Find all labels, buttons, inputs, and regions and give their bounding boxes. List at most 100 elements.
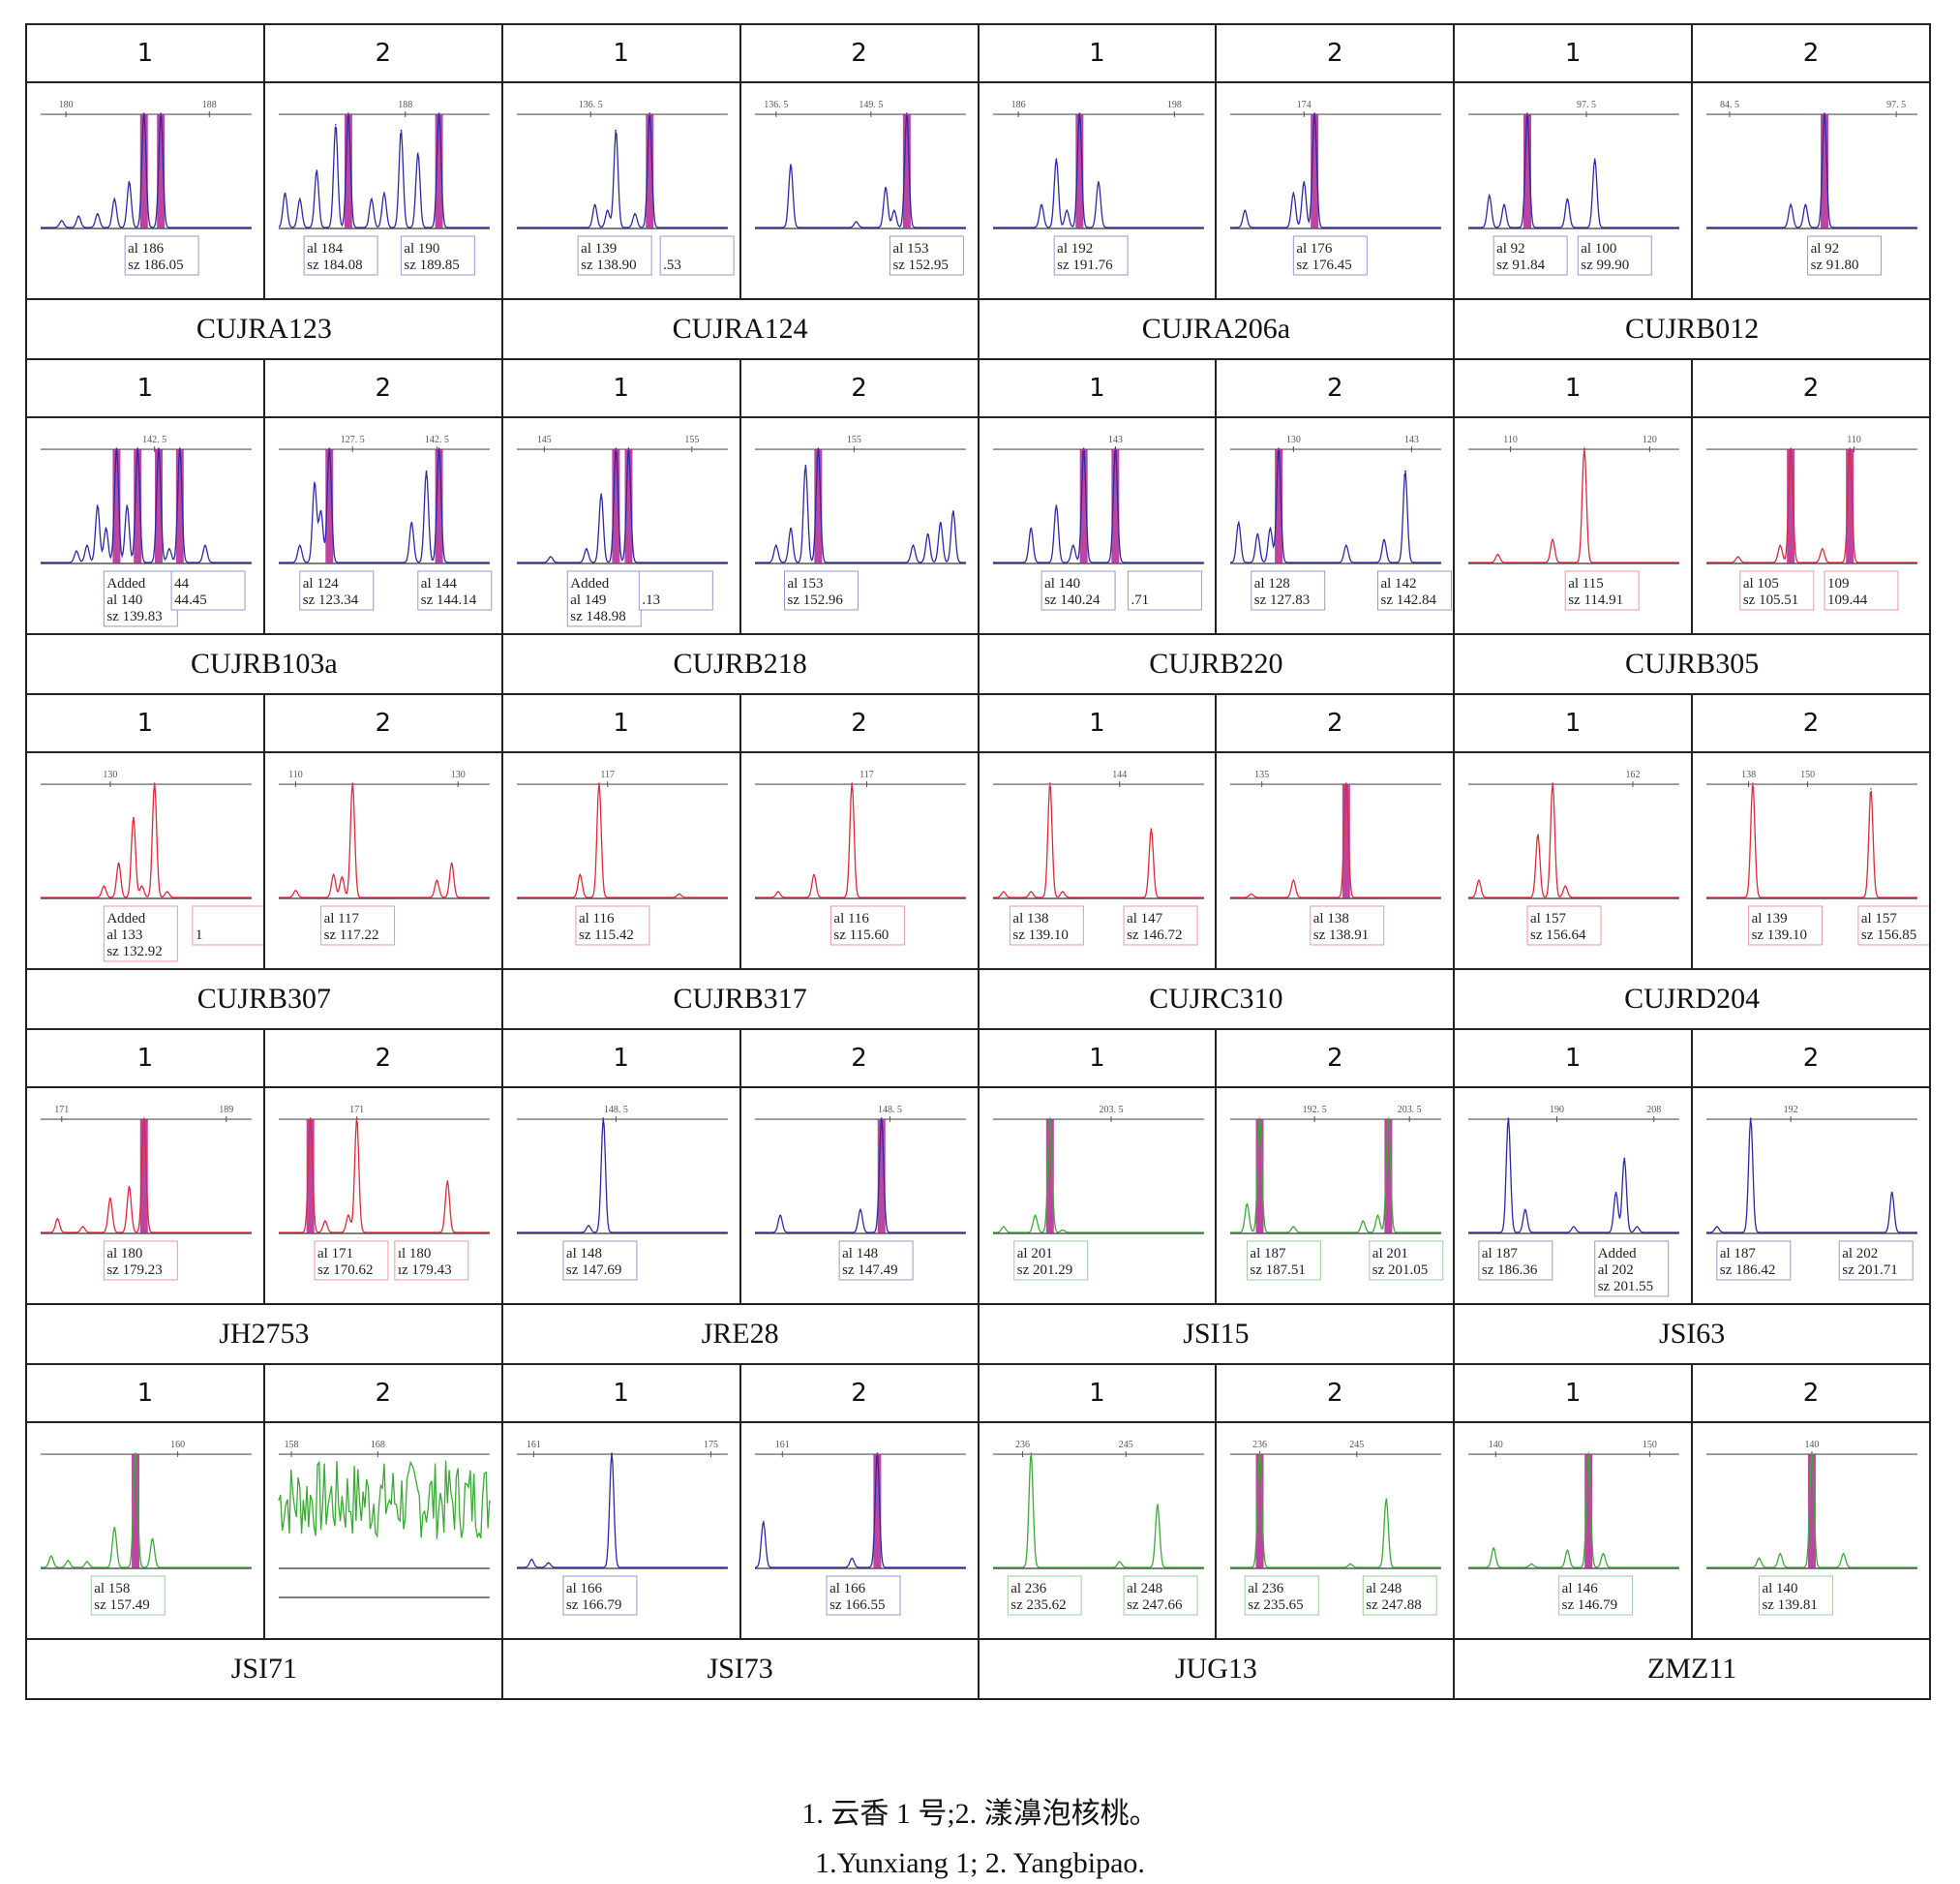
tick-label: 148. 5 (604, 1105, 628, 1115)
allele-label-box (103, 570, 178, 627)
allele-label-text: al 115 (1568, 576, 1603, 592)
sample-label: 2 (739, 358, 980, 418)
allele-label-box (1123, 1575, 1198, 1616)
tick-label: 130 (103, 770, 117, 780)
allele-label-text: al 116 (579, 911, 615, 927)
tick-label: 97. 5 (1886, 100, 1906, 110)
called-allele-bar (325, 449, 334, 563)
peak-point (136, 447, 139, 449)
trace-line (278, 448, 490, 563)
peak-point (166, 891, 168, 893)
allele-label-box (319, 905, 395, 946)
peak-point (158, 447, 160, 449)
electropherogram-chart: 158 168 (278, 1440, 491, 1598)
tick-label: 158 (284, 1440, 298, 1450)
allele-label-text: sz 139.81 (1763, 1597, 1818, 1613)
peak-point (1029, 527, 1032, 530)
tick-label: 245 (1350, 1440, 1365, 1450)
peak-point (851, 1557, 853, 1560)
peak-point (309, 1117, 312, 1119)
allele-label-text: sz 115.60 (833, 927, 889, 943)
peak-point (1404, 470, 1407, 472)
peak-point (939, 521, 942, 524)
peak-point (648, 112, 650, 114)
tick-label: 236 (1252, 1440, 1267, 1450)
peak-point (876, 1452, 878, 1454)
peak-point (1078, 112, 1080, 114)
peak-point (319, 510, 322, 512)
allele-label-box (1363, 1575, 1438, 1616)
electropherogram-cell: 155 al 153 sz 152.96 (739, 416, 980, 635)
trace-line (40, 783, 252, 898)
tick-label: 110 (288, 770, 303, 780)
marker-name-row: CUJRA123 CUJRA124 CUJRA206a CUJRB012 (25, 298, 1931, 360)
trace-line (1468, 1454, 1680, 1568)
peak-point (178, 447, 181, 449)
allele-label-text: sz 247.66 (1127, 1597, 1183, 1613)
peak-point (1029, 891, 1032, 893)
electropherogram-cell: 162 al 157 sz 156.64 (1453, 751, 1694, 970)
trace-line (516, 783, 728, 898)
electropherogram-cell: 136. 5 149. 5 al 153 sz 152.95 (739, 81, 980, 300)
peak-point (425, 470, 428, 472)
allele-label-text: al 153 (892, 241, 928, 257)
peak-point (298, 544, 301, 547)
allele-label-box (889, 235, 964, 276)
peak-point (1048, 1117, 1051, 1119)
trace-line (992, 784, 1204, 898)
allele-label-box (1578, 235, 1653, 276)
allele-label-text: al 92 (1811, 241, 1840, 257)
peak-point (1313, 112, 1316, 114)
peak-point (56, 1218, 59, 1220)
marker-name: CUJRC310 (977, 968, 1456, 1030)
allele-label-box (838, 1240, 914, 1281)
called-allele-bar (1110, 449, 1119, 563)
peak-point (597, 782, 600, 784)
electropherogram-cell: 117 al 116 sz 115.42 (500, 751, 741, 970)
peak-point (1552, 538, 1554, 541)
peak-point (1758, 1557, 1761, 1560)
peak-point (1292, 192, 1295, 195)
peak-point (133, 816, 135, 819)
trace-line (40, 1452, 252, 1568)
peak-point (115, 447, 118, 449)
called-allele-bar (646, 114, 654, 228)
tick-label: 130 (451, 770, 466, 780)
allele-label-box (1748, 905, 1824, 946)
peak-point (1849, 447, 1852, 449)
allele-label-text: sz 123.34 (303, 593, 359, 608)
trace-line (278, 1117, 490, 1233)
electropherogram-cell: 127. 5 142. 5 al 124 sz 123.34 al 144 sz 144.… (262, 416, 503, 635)
peak-point (804, 464, 806, 467)
sample-label: 2 (739, 1028, 980, 1088)
allele-label-box (1857, 905, 1929, 946)
electropherogram-table: 1 2 1 2 1 2 1 2 180 188 al 186 sz 186.05 188 al 184 sz… (25, 23, 1931, 1700)
peak-point (778, 1214, 781, 1217)
allele-label-box (1127, 570, 1202, 611)
allele-label-text: sz 115.42 (579, 927, 634, 943)
allele-label-text: sz 99.90 (1582, 258, 1630, 273)
trace-line (1706, 113, 1918, 228)
peak-point (1362, 1220, 1365, 1222)
sample-label: 1 (1453, 1028, 1694, 1088)
peak-point (446, 1180, 448, 1182)
sample-label: 1 (25, 1028, 265, 1088)
allele-label-text: sz 176.45 (1297, 258, 1352, 273)
caption-chinese: 1. 云香 1 号;2. 漾濞泡核桃。 (801, 1798, 1159, 1830)
tick-label: 150 (1643, 1440, 1657, 1450)
trace-line (40, 448, 252, 563)
allele-label-text: al 202 (1598, 1262, 1634, 1278)
peak-point (1055, 504, 1057, 506)
sample-label: 2 (1691, 693, 1931, 753)
peak-point (128, 1186, 131, 1188)
